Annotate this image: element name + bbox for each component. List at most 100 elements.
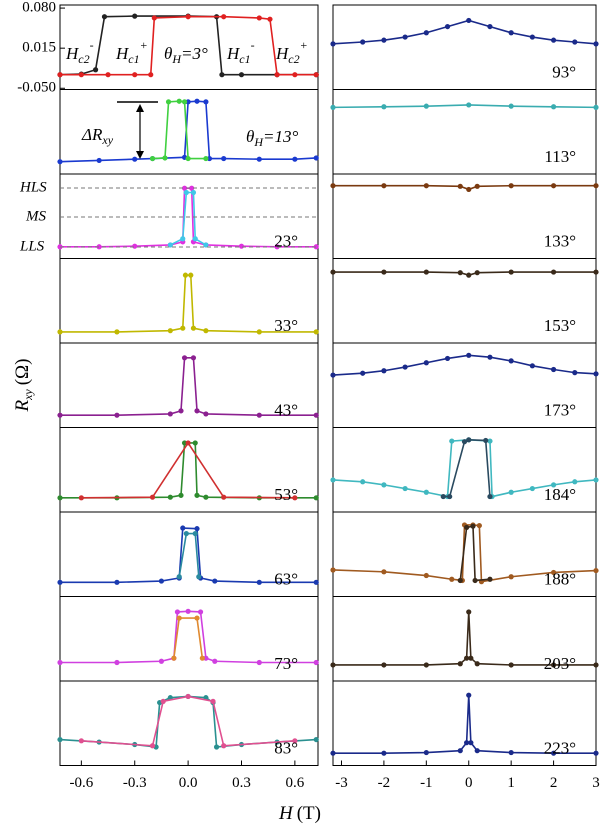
data-point	[274, 72, 280, 78]
data-point	[593, 269, 599, 275]
data-point	[181, 440, 188, 446]
annotation: Hc2-	[65, 38, 94, 66]
data-point	[330, 750, 336, 756]
data-point	[529, 485, 535, 492]
data-point	[57, 495, 63, 501]
data-point	[330, 477, 336, 483]
panel-label: 53°	[274, 485, 298, 504]
data-point	[487, 354, 493, 360]
data-point	[182, 272, 189, 278]
data-point	[174, 609, 181, 615]
data-point	[221, 14, 227, 20]
series-line	[332, 104, 597, 109]
data-point	[160, 698, 166, 704]
data-point	[593, 750, 599, 756]
data-point	[468, 655, 474, 661]
x-tick-label: 0.6	[285, 775, 304, 791]
panel-label: 184°	[544, 485, 576, 504]
data-point	[423, 749, 429, 756]
data-point	[57, 579, 63, 585]
data-point	[149, 155, 156, 162]
data-point	[212, 658, 218, 664]
data-point	[188, 272, 194, 278]
data-point	[203, 155, 209, 162]
data-point	[192, 530, 198, 537]
data-point	[105, 72, 111, 78]
series-line	[81, 441, 295, 499]
data-point	[256, 659, 262, 666]
data-point	[96, 244, 102, 250]
panel: -0.6 -0.3 0.0 0.3 0.6 83°	[57, 680, 319, 791]
data-point	[474, 661, 480, 667]
data-point	[114, 412, 120, 418]
data-point	[256, 15, 262, 21]
data-point	[57, 412, 63, 418]
data-point	[267, 16, 273, 22]
data-point	[508, 574, 514, 580]
data-point	[593, 183, 599, 189]
data-point	[256, 329, 262, 335]
data-point	[402, 485, 408, 492]
data-point	[181, 355, 188, 361]
data-point	[330, 183, 336, 189]
data-point	[178, 408, 184, 414]
panel-label: 83°	[274, 738, 298, 757]
data-point	[593, 567, 599, 574]
data-point	[381, 104, 387, 110]
data-point	[457, 577, 463, 584]
data-point	[180, 525, 186, 531]
panel-label: 63°	[274, 569, 298, 588]
data-point	[423, 30, 429, 36]
data-point	[483, 437, 489, 444]
data-point	[313, 155, 319, 161]
data-point	[449, 438, 455, 444]
data-point	[180, 325, 186, 331]
data-point	[132, 13, 138, 19]
y-axis-label: Rxy(Ω)	[12, 358, 34, 412]
data-point	[167, 411, 173, 417]
series-line	[178, 532, 200, 577]
data-point	[149, 494, 156, 500]
data-point	[457, 270, 463, 276]
annotation: Hc1+	[115, 38, 148, 66]
annotation: ΔRxy	[81, 125, 114, 147]
data-point	[466, 272, 472, 278]
panel: 173°	[330, 342, 599, 428]
annotations: Hc2- Hc1+ θH=3° Hc1- Hc2+ ΔRxy θH=13° HL…	[19, 38, 318, 254]
level-label: HLS	[19, 179, 47, 195]
panel-label: 203°	[544, 654, 576, 673]
data-point	[197, 609, 204, 615]
data-point	[194, 408, 200, 414]
data-point	[78, 738, 84, 744]
panel: -3 -2 -1 0 1 2 3 223°	[330, 680, 600, 791]
panel-label: θH=3°	[164, 44, 208, 66]
data-point	[550, 104, 557, 110]
data-point	[508, 749, 514, 756]
data-point	[57, 159, 63, 165]
data-point	[221, 155, 227, 162]
x-tick-label: -0.6	[69, 775, 93, 791]
data-point	[508, 489, 514, 495]
data-point	[529, 34, 535, 40]
data-point	[508, 30, 514, 36]
data-point	[487, 576, 493, 582]
data-point	[440, 493, 446, 500]
data-point	[92, 67, 99, 73]
panel-label: 33°	[274, 316, 298, 335]
data-point	[194, 615, 200, 621]
data-point	[360, 370, 366, 376]
x-tick-label: 1	[507, 775, 515, 791]
data-point	[468, 740, 474, 746]
series-line	[333, 271, 596, 276]
data-point	[470, 523, 476, 529]
data-point	[181, 185, 188, 191]
data-point	[176, 615, 182, 621]
data-point	[381, 482, 387, 488]
data-point	[330, 662, 336, 668]
data-point	[476, 522, 482, 529]
data-point	[256, 412, 262, 418]
x-axis-label: H (T)	[278, 803, 321, 824]
data-point	[466, 186, 472, 193]
data-point	[206, 155, 213, 162]
data-point	[593, 41, 599, 47]
